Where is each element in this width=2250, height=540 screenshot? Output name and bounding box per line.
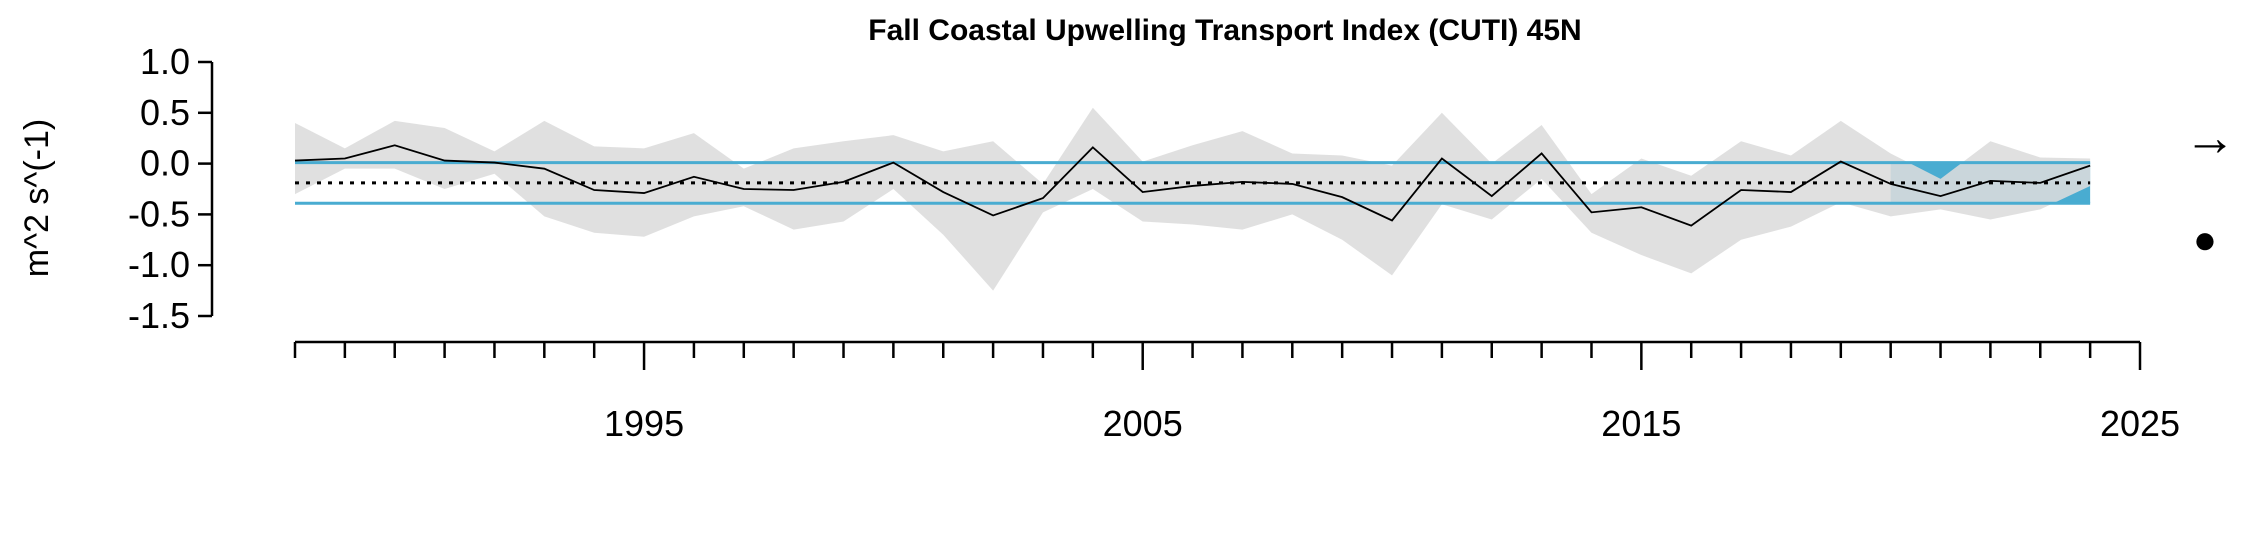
x-axis: 1995 2005 2015 2025	[293, 342, 2180, 444]
y-tick-label: 0.5	[140, 92, 190, 133]
y-tick-label: 1.0	[140, 41, 190, 82]
trend-arrow-icon: →	[2184, 109, 2236, 167]
x-tick-label: 2015	[1601, 403, 1681, 444]
y-tick-label: -1.0	[128, 244, 190, 285]
confidence-envelope	[295, 107, 2091, 291]
y-tick-label: -0.5	[128, 193, 190, 234]
plot-area	[294, 107, 2091, 291]
x-tick-label: 2005	[1103, 403, 1183, 444]
x-tick-label: 2025	[2100, 403, 2180, 444]
y-axis-label: m^2 s^(-1)	[18, 119, 56, 277]
y-axis: 1.0 0.5 0.0 -0.5 -1.0 -1.5	[128, 41, 212, 336]
y-tick-label: -1.5	[128, 295, 190, 336]
series-line	[294, 144, 2091, 227]
y-tick-label: 0.0	[140, 143, 190, 184]
chart-title: Fall Coastal Upwelling Transport Index (…	[868, 14, 1581, 47]
mean-status-dot-icon: ●	[2193, 218, 2217, 262]
x-tick-label: 1995	[604, 403, 684, 444]
